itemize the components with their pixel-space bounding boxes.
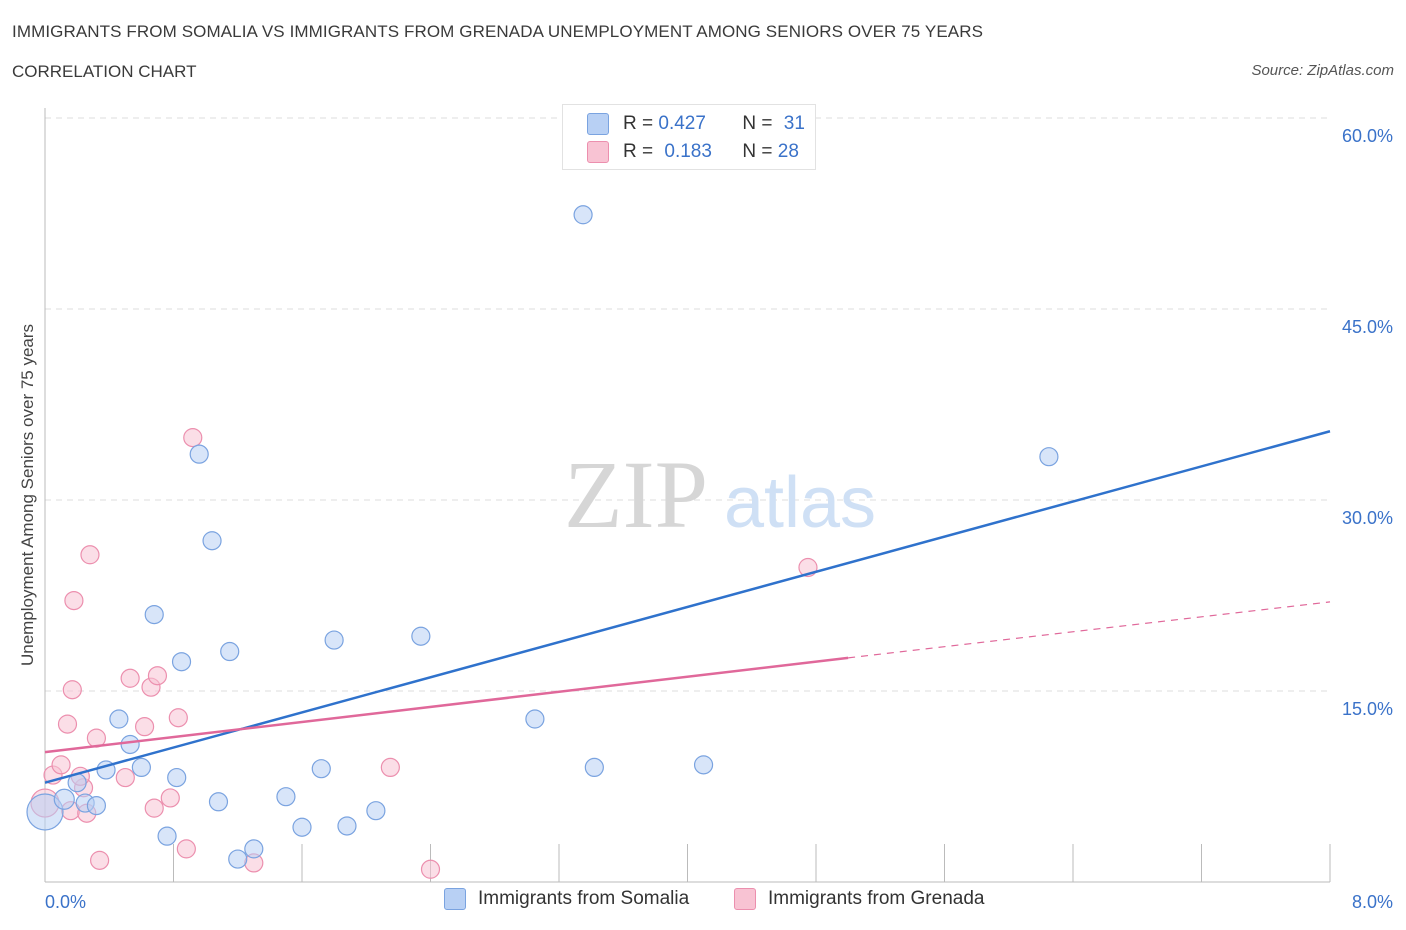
legend-item-grenada[interactable]: Immigrants from Grenada bbox=[734, 888, 984, 910]
grenada-point bbox=[115, 767, 135, 788]
somalia-points bbox=[26, 205, 1059, 869]
grenada-point bbox=[64, 590, 84, 611]
grenada-point bbox=[57, 714, 78, 734]
somalia-point bbox=[157, 826, 177, 846]
x-tick-label: 8.0% bbox=[1352, 892, 1393, 912]
trend-lines bbox=[44, 430, 1331, 784]
somalia-point bbox=[86, 795, 107, 816]
grenada-trend-line bbox=[44, 656, 849, 754]
somalia-point bbox=[292, 817, 312, 837]
somalia-point bbox=[324, 630, 344, 650]
somalia-point bbox=[573, 205, 593, 225]
grenada-legend-swatch bbox=[734, 888, 756, 910]
grenada-point bbox=[380, 757, 400, 778]
tick-labels: 15.0% 30.0% 45.0% 60.0% 0.0% 8.0% bbox=[45, 126, 1393, 912]
correlation-legend: R = 0.427 N = 31 R = 0.183 N = 28 bbox=[562, 104, 816, 170]
somalia-point bbox=[26, 793, 64, 831]
grenada-point bbox=[420, 859, 441, 879]
somalia-point bbox=[411, 626, 431, 646]
x-tick-label: 0.0% bbox=[45, 892, 86, 912]
r-label: R = bbox=[623, 113, 654, 134]
somalia-point bbox=[1039, 447, 1059, 467]
grenada-r-value: 0.183 bbox=[664, 141, 712, 162]
n-label: N = bbox=[742, 113, 773, 134]
gridlines bbox=[45, 117, 1330, 692]
somalia-point bbox=[244, 839, 264, 859]
grenada-n-value: 28 bbox=[777, 141, 799, 162]
y-tick-label: 30.0% bbox=[1342, 508, 1393, 528]
grenada-trend-extension bbox=[848, 601, 1331, 659]
chart-title: IMMIGRANTS FROM SOMALIA VS IMMIGRANTS FR… bbox=[12, 22, 984, 41]
somalia-point bbox=[228, 849, 248, 869]
somalia-point bbox=[220, 641, 240, 662]
somalia-n-value: 31 bbox=[783, 113, 805, 134]
grenada-point bbox=[90, 850, 110, 870]
watermark-zip: ZIP bbox=[564, 441, 708, 548]
somalia-point bbox=[276, 787, 296, 807]
somalia-point bbox=[366, 801, 386, 821]
somalia-swatch bbox=[587, 113, 609, 135]
somalia-point bbox=[189, 444, 209, 464]
grenada-legend-label: Immigrants from Grenada bbox=[768, 888, 985, 909]
somalia-point bbox=[693, 755, 714, 775]
grenada-point bbox=[183, 428, 203, 448]
somalia-r-value: 0.427 bbox=[658, 113, 706, 134]
somalia-trend-line bbox=[44, 430, 1331, 784]
grenada-point bbox=[168, 708, 188, 728]
somalia-point bbox=[202, 531, 222, 551]
series-legend: Immigrants from Somalia Immigrants from … bbox=[0, 888, 1406, 916]
grenada-point bbox=[176, 839, 196, 859]
legend-row-grenada: R = 0.183 N = 28 bbox=[587, 138, 799, 166]
somalia-point bbox=[171, 652, 192, 672]
watermark-atlas: atlas bbox=[724, 463, 876, 543]
somalia-point bbox=[131, 757, 151, 778]
grenada-point bbox=[62, 680, 82, 700]
somalia-point bbox=[144, 604, 164, 625]
somalia-point bbox=[53, 788, 75, 810]
y-tick-label: 45.0% bbox=[1342, 317, 1393, 337]
somalia-point bbox=[525, 709, 545, 729]
grenada-point bbox=[160, 788, 180, 808]
legend-item-somalia[interactable]: Immigrants from Somalia bbox=[444, 888, 689, 910]
grenada-point bbox=[80, 545, 100, 565]
somalia-point bbox=[120, 734, 140, 755]
somalia-point bbox=[208, 792, 229, 812]
somalia-point bbox=[311, 759, 331, 779]
y-tick-label: 15.0% bbox=[1342, 699, 1393, 719]
n-label: N = bbox=[742, 141, 773, 162]
grenada-point bbox=[51, 755, 71, 775]
somalia-legend-swatch bbox=[444, 888, 466, 910]
y-tick-label: 60.0% bbox=[1342, 126, 1393, 146]
legend-row-somalia: R = 0.427 N = 31 bbox=[587, 110, 805, 138]
somalia-legend-label: Immigrants from Somalia bbox=[478, 888, 690, 909]
chart-subtitle: CORRELATION CHART bbox=[12, 62, 197, 81]
grenada-point bbox=[144, 798, 164, 818]
somalia-point bbox=[167, 767, 187, 788]
somalia-point bbox=[337, 816, 357, 836]
grenada-point bbox=[134, 717, 155, 737]
r-label: R = bbox=[623, 141, 654, 162]
somalia-point bbox=[584, 757, 604, 778]
grenada-swatch bbox=[587, 141, 609, 163]
somalia-point bbox=[109, 709, 129, 729]
grenada-point bbox=[147, 666, 168, 686]
grenada-point bbox=[120, 668, 140, 688]
watermark: ZIP atlas bbox=[564, 441, 876, 548]
source-credit: Source: ZipAtlas.com bbox=[1251, 62, 1394, 79]
